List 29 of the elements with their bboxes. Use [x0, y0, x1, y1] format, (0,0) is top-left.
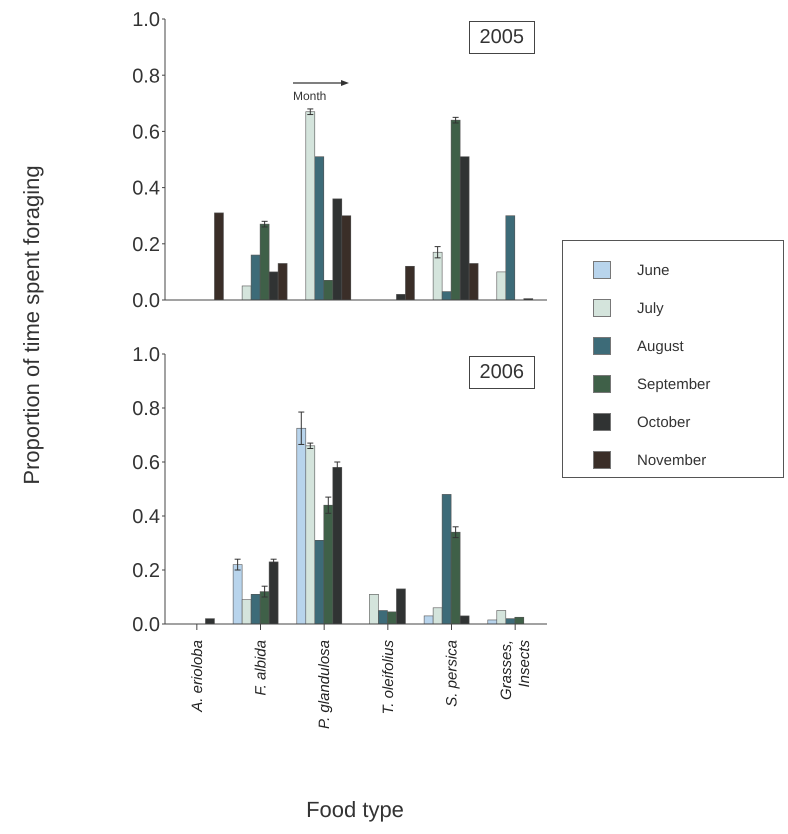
- legend-label: November: [637, 452, 706, 468]
- x-axis-title: Food type: [306, 797, 404, 823]
- y-tick-label: 0.2: [132, 560, 160, 582]
- x-tick-label: S. persica: [444, 640, 460, 707]
- legend-label: August: [637, 338, 684, 354]
- y-tick-label: 0.0: [132, 614, 160, 636]
- legend-label: September: [637, 376, 710, 392]
- y-tick-label: 0.0: [132, 290, 160, 312]
- x-tick-label: T. oleifolius: [380, 640, 397, 714]
- legend-label: July: [637, 300, 664, 316]
- x-tick-label: P. glandulosa: [316, 640, 334, 729]
- y-tick-label: 0.4: [132, 506, 160, 528]
- annotation: 2005: [468, 21, 535, 54]
- y-tick-label: 0.8: [132, 65, 160, 88]
- legend-label: June: [637, 262, 670, 278]
- annotation: Month: [293, 89, 328, 103]
- x-tick-label: Grasses, Insects: [498, 640, 534, 700]
- annotation: 2006: [468, 356, 535, 389]
- y-tick-label: 0.8: [132, 398, 160, 420]
- y-tick-label: 0.2: [132, 234, 160, 256]
- x-tick-label: F. albida: [252, 640, 270, 696]
- y-tick-label: 0.6: [132, 452, 160, 474]
- y-axis-title: Proportion of time spent foraging: [19, 165, 45, 485]
- y-tick-label: 0.4: [132, 178, 160, 200]
- y-tick-label: 1.0: [132, 344, 160, 366]
- y-tick-label: 1.0: [132, 9, 160, 32]
- legend-label: October: [637, 414, 690, 430]
- x-tick-label: A. erioloba: [188, 640, 206, 713]
- y-tick-label: 0.6: [132, 122, 160, 144]
